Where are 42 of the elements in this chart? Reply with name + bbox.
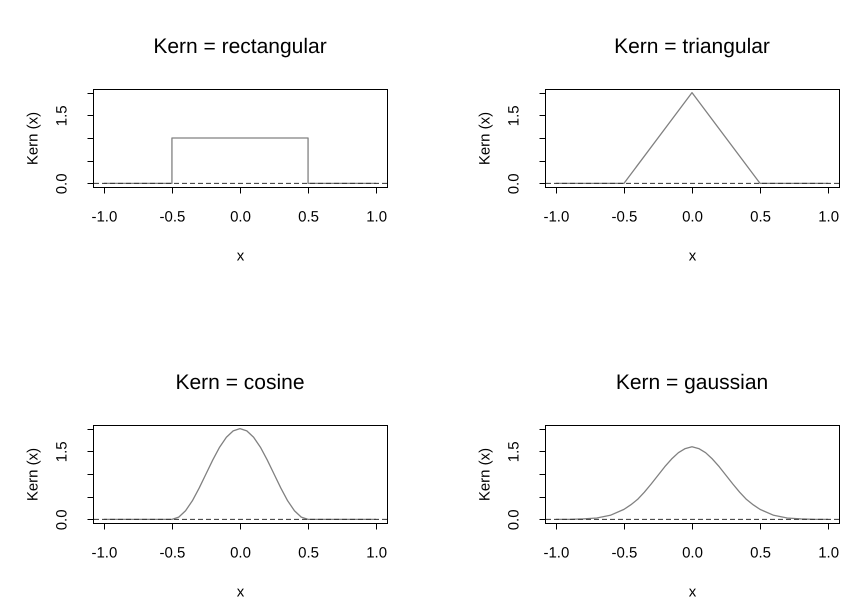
chart-title: Kern = rectangular — [153, 35, 327, 58]
x-tick-label: 0.0 — [682, 208, 703, 226]
x-tick-label: -0.5 — [160, 544, 186, 562]
x-tick-label: -0.5 — [612, 208, 638, 226]
y-tick-label: 1.5 — [506, 105, 522, 126]
x-tick-label: 0.0 — [230, 544, 251, 562]
x-tick-label: -1.0 — [543, 208, 570, 226]
x-tick-label: -0.5 — [612, 544, 638, 562]
x-tick-label: -1.0 — [543, 544, 570, 562]
y-axis-title: Kern (x) — [24, 448, 42, 502]
y-tick-label: 1.5 — [54, 105, 70, 126]
x-tick-label: 0.0 — [682, 544, 703, 562]
x-tick-label: 1.0 — [366, 544, 388, 562]
x-axis-title: x — [688, 248, 697, 264]
x-axis-title: x — [236, 248, 245, 264]
line-series — [555, 446, 829, 520]
x-tick-label: 1.0 — [366, 208, 388, 226]
x-tick-label: 0.5 — [750, 208, 771, 226]
y-tick-label: 0.0 — [54, 509, 70, 530]
x-tick-label: 1.0 — [818, 208, 840, 226]
x-tick-label: -1.0 — [91, 208, 118, 226]
x-tick-label: -0.5 — [160, 208, 186, 226]
y-axis-title: Kern (x) — [476, 112, 494, 166]
y-tick-label: 0.0 — [506, 509, 522, 530]
y-tick-label: 0.0 — [506, 173, 522, 194]
x-axis-title: x — [688, 584, 697, 600]
x-axis-title: x — [236, 584, 245, 600]
x-tick-label: 0.5 — [298, 544, 319, 562]
x-tick-label: 0.5 — [750, 544, 771, 562]
chart-title: Kern = triangular — [614, 35, 770, 58]
x-tick-label: 1.0 — [818, 544, 840, 562]
x-tick-label: -1.0 — [91, 544, 118, 562]
x-tick-label: 0.5 — [298, 208, 319, 226]
chart-title: Kern = cosine — [176, 371, 304, 394]
y-axis-title: Kern (x) — [24, 112, 42, 166]
line-series — [103, 428, 377, 520]
x-tick-label: 0.0 — [230, 208, 251, 226]
y-tick-label: 1.5 — [506, 441, 522, 462]
y-tick-label: 1.5 — [54, 441, 70, 462]
chart-title: Kern = gaussian — [616, 371, 768, 394]
y-axis-title: Kern (x) — [476, 448, 494, 502]
y-tick-label: 0.0 — [54, 173, 70, 194]
